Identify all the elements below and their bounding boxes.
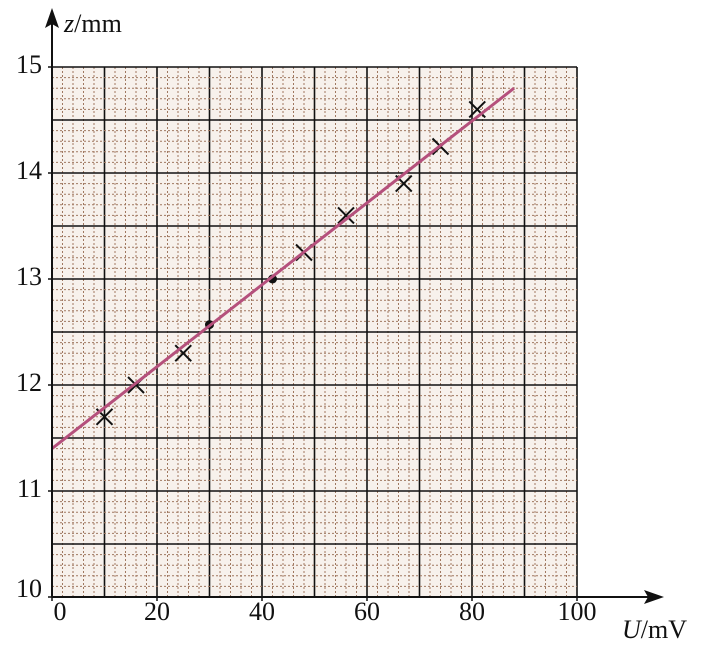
y-axis-arrow [45, 8, 59, 28]
x-tick-label: 20 [144, 597, 170, 626]
x-axis-label: U/mV [622, 615, 687, 644]
x-tick-label: 60 [354, 597, 380, 626]
data-point-cross [174, 344, 192, 362]
y-tick-label: 13 [16, 262, 42, 291]
x-label-unit: /mV [641, 615, 687, 644]
x-tick-label: 80 [459, 597, 485, 626]
x-tick-label: 0 [54, 597, 67, 626]
marks [51, 87, 515, 450]
y-label-symbol: z [63, 9, 74, 38]
y-tick-label: 14 [16, 156, 42, 185]
y-tick-label: 11 [17, 474, 42, 503]
y-axis-label: z/mm [63, 9, 122, 38]
x-label-symbol: U [622, 615, 643, 644]
data-point-cross [468, 100, 486, 119]
data-point-cross [337, 206, 355, 225]
y-tick-label: 12 [16, 368, 42, 397]
x-tick-label: 100 [558, 597, 597, 626]
y-tick-label: 15 [16, 50, 42, 79]
x-axis-arrow [644, 590, 664, 604]
y-tick-label: 10 [16, 574, 42, 603]
grid [51, 66, 578, 598]
ticks: 0 20 40 60 80 100 10 11 12 13 14 15 [16, 50, 597, 626]
y-label-unit: /mm [74, 9, 122, 38]
fit-line [51, 87, 515, 450]
x-tick-label: 40 [249, 597, 275, 626]
